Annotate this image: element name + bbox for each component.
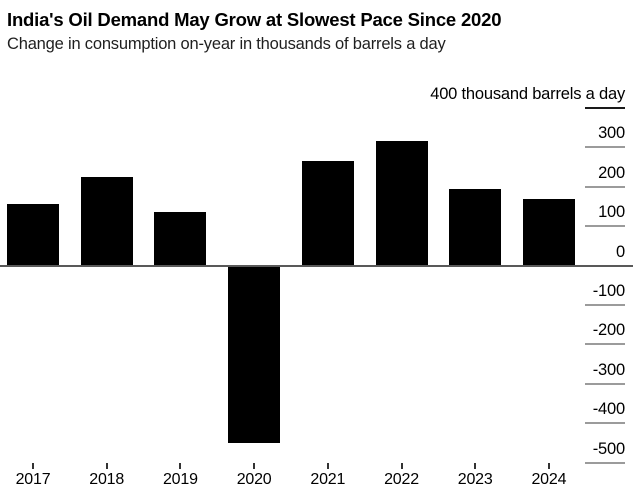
y-axis-label-200: 200: [598, 163, 625, 182]
bar-2021: [301, 161, 354, 266]
x-axis-label-2020: 2020: [236, 471, 272, 488]
y-axis-tick--400: [585, 422, 625, 425]
x-axis-tick-2017: [32, 463, 34, 469]
y-axis-tick--300: [585, 382, 625, 385]
bar-2023: [449, 188, 502, 266]
bar-2019: [154, 212, 207, 266]
y-axis-label--200: -200: [592, 321, 625, 340]
x-axis-tick-2022: [400, 463, 403, 469]
zero-axis-line: [0, 264, 633, 267]
y-axis-label-300: 300: [598, 124, 625, 143]
y-axis-label--100: -100: [592, 281, 625, 300]
y-axis-tick-300: [585, 146, 625, 149]
x-axis-label-2024: 2024: [531, 471, 567, 488]
x-axis-label-2017: 2017: [15, 471, 51, 488]
y-axis-tick--500: [585, 461, 625, 464]
y-axis-tick-200: [585, 185, 625, 188]
x-axis-tick-2019: [179, 463, 182, 469]
bar-2017: [7, 204, 59, 266]
x-axis-label-2018: 2018: [89, 471, 125, 488]
x-axis-label-2019: 2019: [162, 471, 198, 488]
x-axis-label-2023: 2023: [457, 471, 493, 488]
y-axis-tick-100: [585, 225, 625, 228]
bar-2018: [80, 176, 133, 266]
chart-subtitle: Change in consumption on-year in thousan…: [7, 35, 446, 53]
x-axis-tick-2021: [326, 463, 329, 469]
bar-2020: [228, 265, 281, 443]
y-axis-tick--200: [585, 343, 625, 346]
y-axis-label-100: 100: [598, 203, 625, 222]
bar-2022: [375, 141, 428, 266]
x-axis-tick-2018: [105, 463, 108, 469]
y-axis-label--500: -500: [592, 439, 625, 458]
y-axis-tick-400: [585, 106, 625, 109]
x-axis-tick-2023: [474, 463, 477, 469]
axis-unit-label: 400 thousand barrels a day: [430, 84, 625, 103]
y-axis-tick--100: [585, 303, 625, 306]
x-axis-label-2021: 2021: [310, 471, 346, 488]
y-axis-label--400: -400: [592, 400, 625, 419]
y-axis-label--300: -300: [592, 360, 625, 379]
x-axis-tick-2024: [547, 463, 550, 469]
bar-2024: [522, 198, 575, 266]
chart-title: India's Oil Demand May Grow at Slowest P…: [7, 9, 502, 30]
x-axis-tick-2020: [253, 463, 256, 469]
x-axis-label-2022: 2022: [384, 471, 419, 488]
y-axis-label-0: 0: [616, 242, 625, 261]
